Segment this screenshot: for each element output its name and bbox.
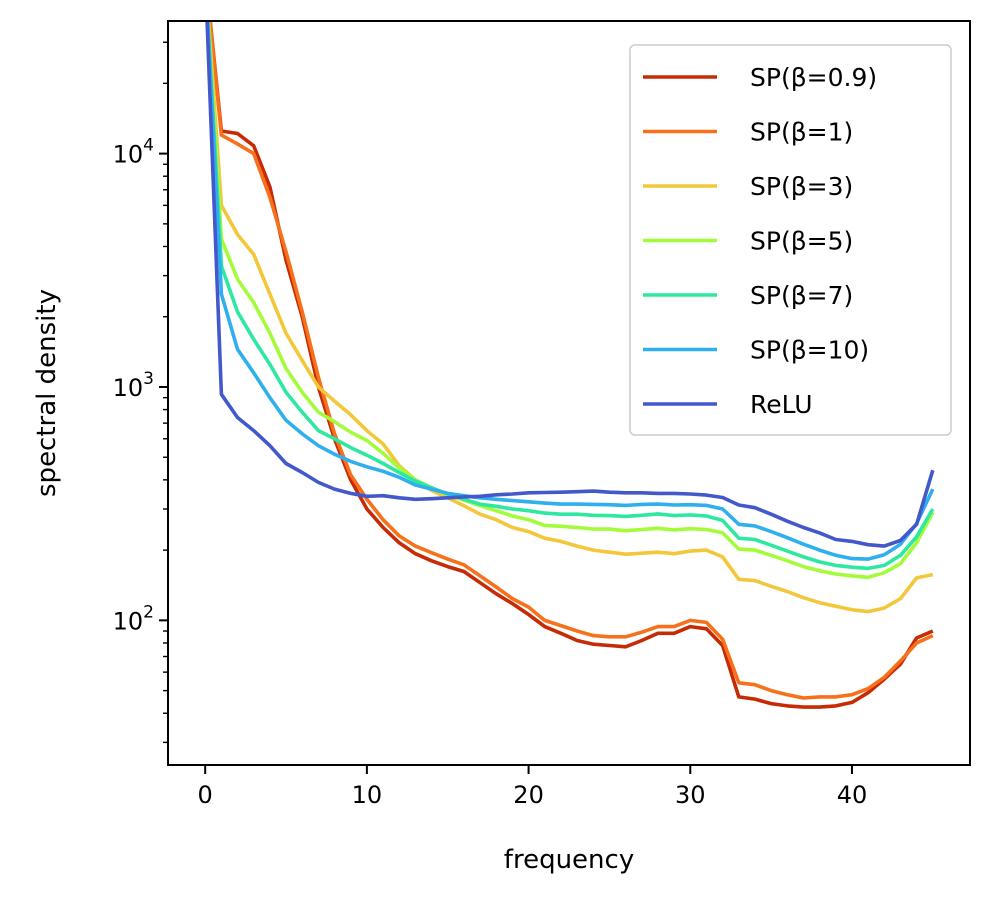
series-line-3 xyxy=(206,21,935,580)
y-tick-label: 102 xyxy=(113,602,154,635)
x-tick-label: 20 xyxy=(513,781,544,809)
legend-label-1: SP(β=1) xyxy=(750,118,853,147)
legend-label-3: SP(β=5) xyxy=(750,227,853,256)
series-lines xyxy=(205,21,935,709)
legend-label-5: SP(β=10) xyxy=(750,336,869,365)
series-line-2 xyxy=(206,21,934,614)
legend-label-2: SP(β=3) xyxy=(750,172,853,201)
x-tick-label: 10 xyxy=(352,781,383,809)
axes-frame xyxy=(167,20,971,766)
legend-box xyxy=(629,44,952,436)
x-axis-ticks: 0 10 20 30 40 xyxy=(198,765,868,809)
x-tick-label: 40 xyxy=(837,781,868,809)
legend: SP(β=0.9) SP(β=1) SP(β=3) SP(β=5) SP(β=7) SP(… xyxy=(629,44,952,436)
series-line-5 xyxy=(205,21,935,561)
series-line-4 xyxy=(206,21,935,571)
y-tick-label: 104 xyxy=(113,136,154,169)
legend-label-4: SP(β=7) xyxy=(750,281,853,310)
x-axis-label: frequency xyxy=(504,845,634,875)
series-line-6 xyxy=(205,21,935,548)
y-axis-ticks: 102 103 104 xyxy=(113,41,168,744)
y-tick-label: 103 xyxy=(113,369,154,402)
x-tick-label: 30 xyxy=(675,781,706,809)
legend-label-6: ReLU xyxy=(750,390,813,419)
y-axis-label: spectral density xyxy=(32,289,62,497)
x-tick-label: 0 xyxy=(198,781,213,809)
legend-label-0: SP(β=0.9) xyxy=(750,63,877,92)
series-line-1 xyxy=(208,21,934,700)
series-line-0 xyxy=(208,21,934,709)
